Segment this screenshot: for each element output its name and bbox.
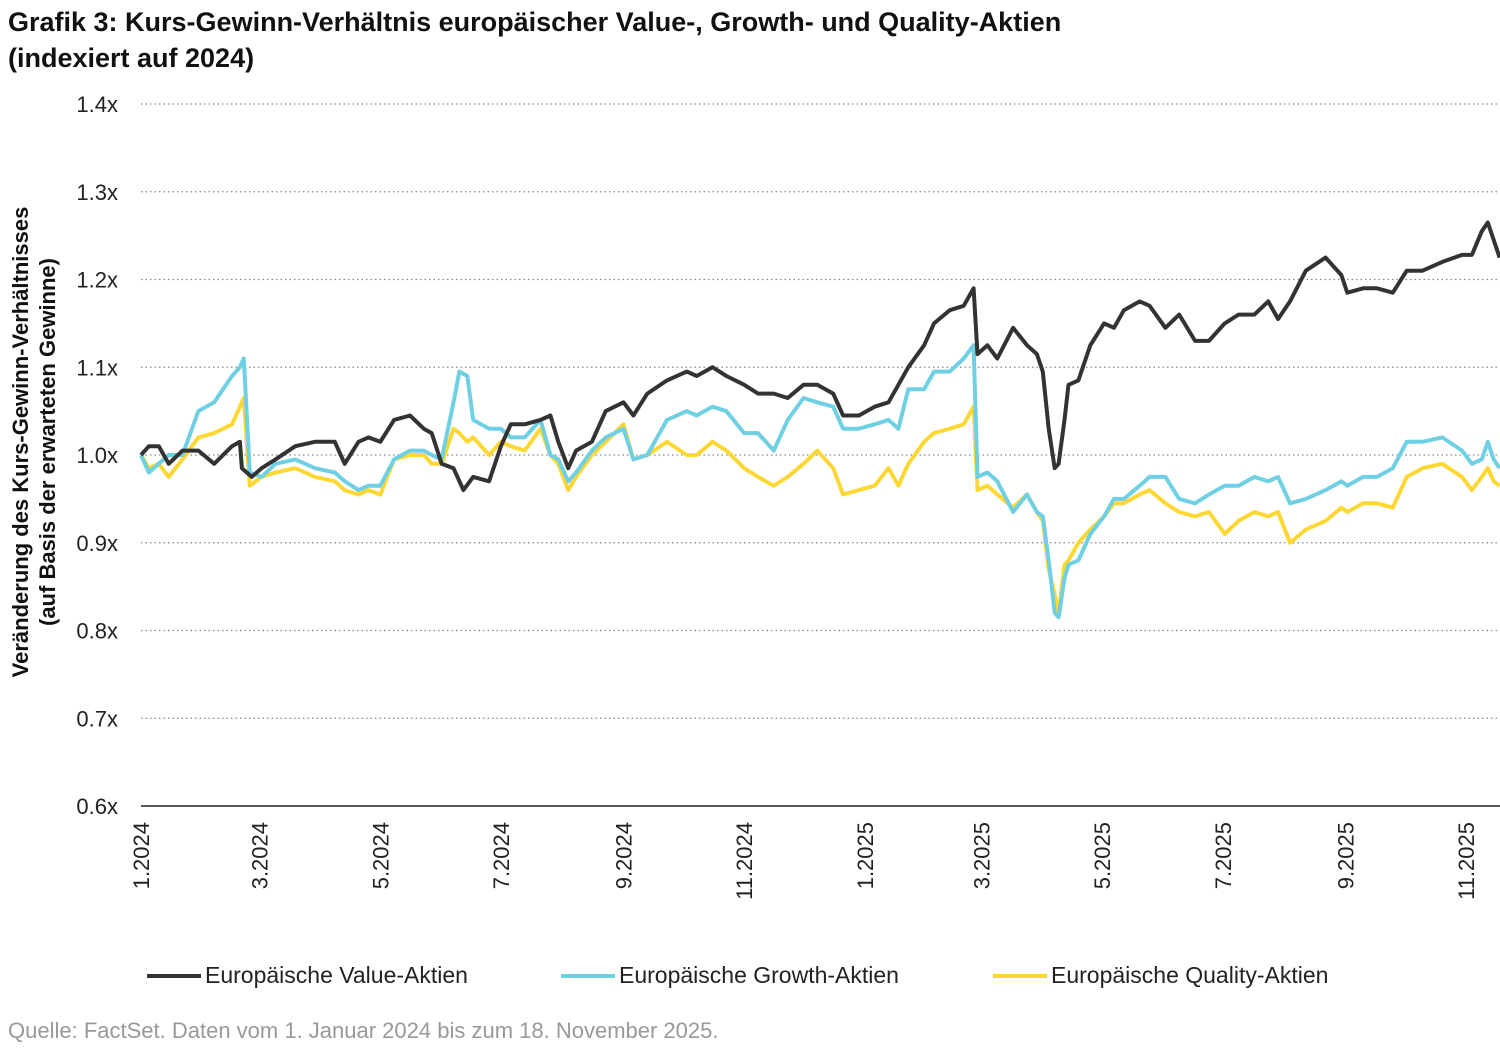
chart-title: Grafik 3: Kurs-Gewinn-Verhältnis europäi…	[8, 4, 1061, 76]
x-tick-label: 7.2024	[489, 822, 514, 889]
series-line-value	[139, 220, 1500, 493]
legend-item-value: Europäische Value-Aktien	[147, 962, 468, 989]
y-tick-labels: 0.6x 0.7x 0.8x 0.9x 1.0x 1.1x 1.2x 1.3x 1.4x	[76, 92, 118, 819]
x-tick-label: 3.2025	[969, 822, 994, 889]
x-tick-label: 9.2025	[1333, 822, 1358, 889]
x-tick-label: 1.2024	[129, 822, 154, 889]
chart-title-line2: (indexiert auf 2024)	[8, 43, 255, 73]
y-tick-label: 1.3x	[76, 180, 118, 205]
x-tick-label: 1.2025	[853, 822, 878, 889]
x-tick-label: 11.2025	[1454, 822, 1479, 900]
y-tick-label: 0.9x	[76, 531, 118, 556]
chart-title-line1: Grafik 3: Kurs-Gewinn-Verhältnis europäi…	[8, 7, 1062, 37]
legend-item-growth: Europäische Growth-Aktien	[561, 962, 899, 989]
legend: Europäische Value-Aktien Europäische Gro…	[0, 962, 1500, 992]
y-tick-label: 1.2x	[76, 268, 118, 293]
y-tick-label: 1.4x	[76, 92, 118, 117]
y-tick-label: 0.7x	[76, 706, 118, 731]
x-tick-label: 7.2025	[1211, 822, 1236, 889]
legend-swatch-quality	[993, 973, 1047, 978]
y-axis-label-line2: (auf Basis der erwarteten Gewinne)	[35, 258, 60, 626]
series-lines	[139, 220, 1500, 620]
series-line-growth	[139, 343, 1500, 620]
x-tick-label: 11.2024	[732, 822, 757, 900]
x-tick-label: 5.2024	[368, 822, 393, 889]
legend-swatch-value	[147, 973, 201, 978]
legend-item-quality: Europäische Quality-Aktien	[993, 962, 1328, 989]
gridlines	[141, 103, 1500, 719]
y-axis-label-line1: Veränderung des Kurs-Gewinn-Verhältnisse…	[8, 207, 33, 678]
x-tick-labels: 1.2024 3.2024 5.2024 7.2024 9.2024 11.2024 1.2…	[129, 822, 1479, 900]
x-tick-label: 3.2024	[248, 822, 273, 889]
x-tick-label: 9.2024	[612, 822, 637, 889]
x-tick-label: 5.2025	[1090, 822, 1115, 889]
legend-label-quality: Europäische Quality-Aktien	[1051, 962, 1329, 988]
source-note: Quelle: FactSet. Daten vom 1. Januar 202…	[8, 1018, 719, 1043]
y-tick-label: 1.1x	[76, 355, 118, 380]
y-tick-label: 1.0x	[76, 443, 118, 468]
series-line-quality	[139, 396, 1500, 615]
y-tick-label: 0.6x	[76, 794, 118, 819]
legend-swatch-growth	[561, 973, 615, 978]
y-tick-label: 0.8x	[76, 619, 118, 644]
legend-label-growth: Europäische Growth-Aktien	[619, 962, 899, 988]
legend-label-value: Europäische Value-Aktien	[205, 962, 468, 988]
